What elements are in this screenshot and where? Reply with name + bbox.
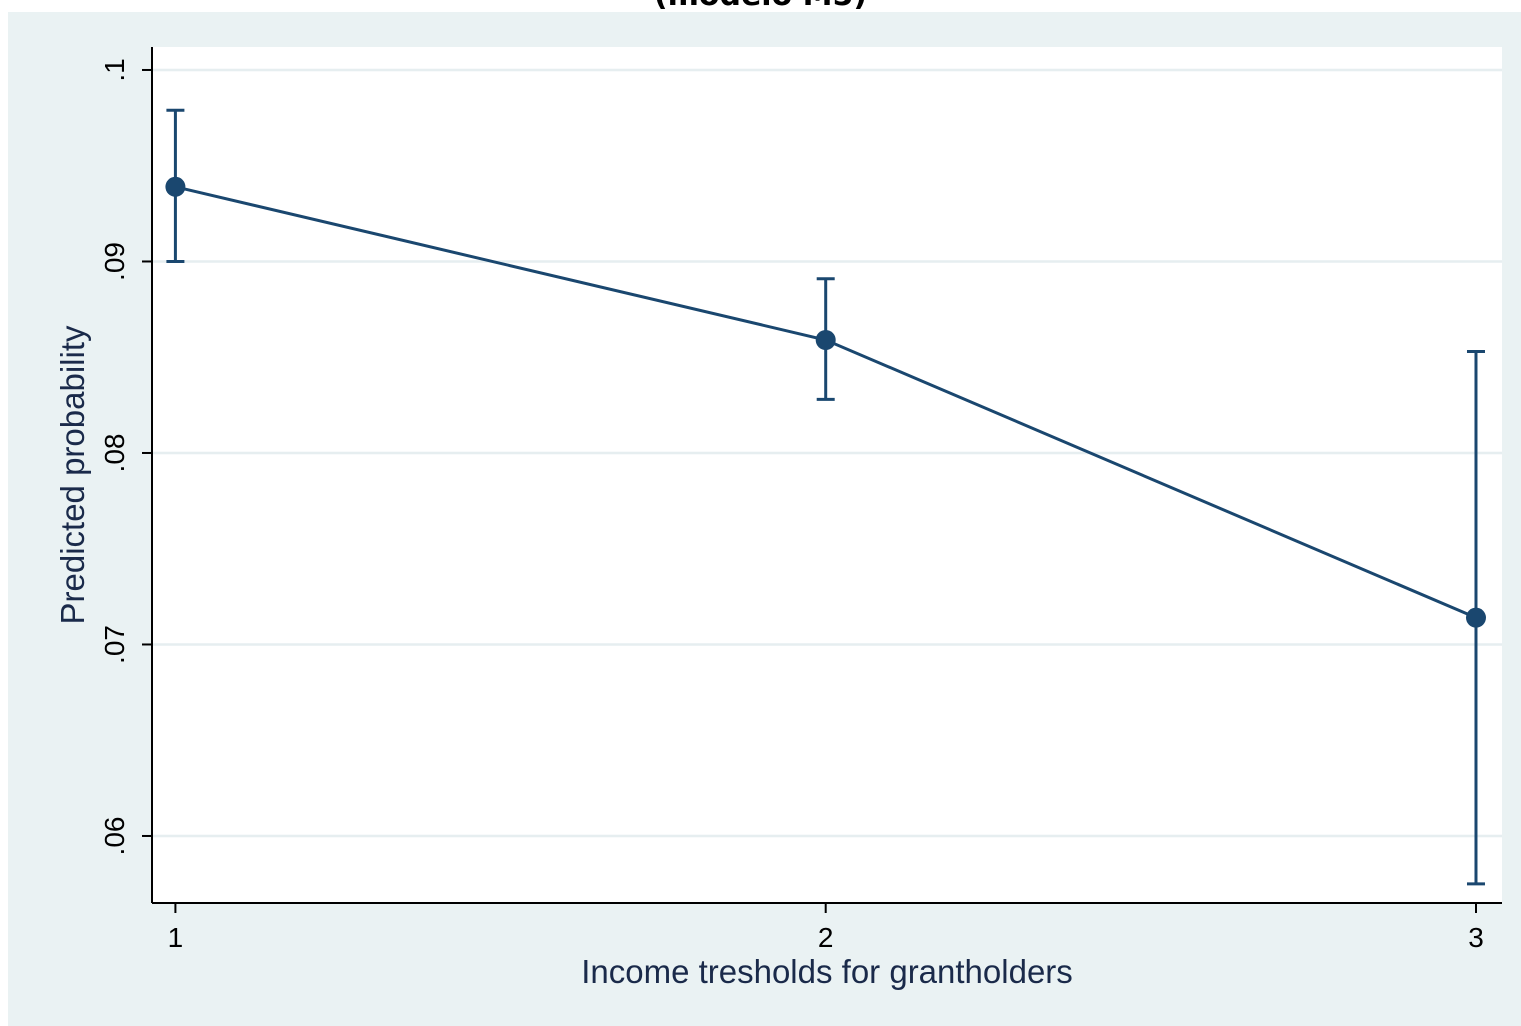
grid-lines [152,68,1502,838]
y-tick-label: .07 [99,625,130,664]
data-point [815,329,836,350]
y-tick-label: .06 [99,817,130,856]
x-tick-label: 1 [168,922,184,953]
y-tick-label: .09 [99,242,130,281]
y-axis: .06 .07 .08 .09 .1 [99,47,153,903]
data-point [165,176,186,197]
y-tick-label: .08 [99,434,130,473]
plot-area [152,47,1502,903]
x-tick-label: 3 [1468,922,1484,953]
y-axis-title: Predicted probability [54,325,91,624]
y-tick-label: .1 [99,58,130,81]
x-tick-label: 2 [818,922,834,953]
data-point [1465,607,1486,628]
series-group [165,108,1486,886]
chart-title: (modelo M5) [0,0,1521,13]
x-axis: 1 2 3 [152,902,1502,953]
x-axis-title: Income tresholds for grantholders [581,953,1073,990]
